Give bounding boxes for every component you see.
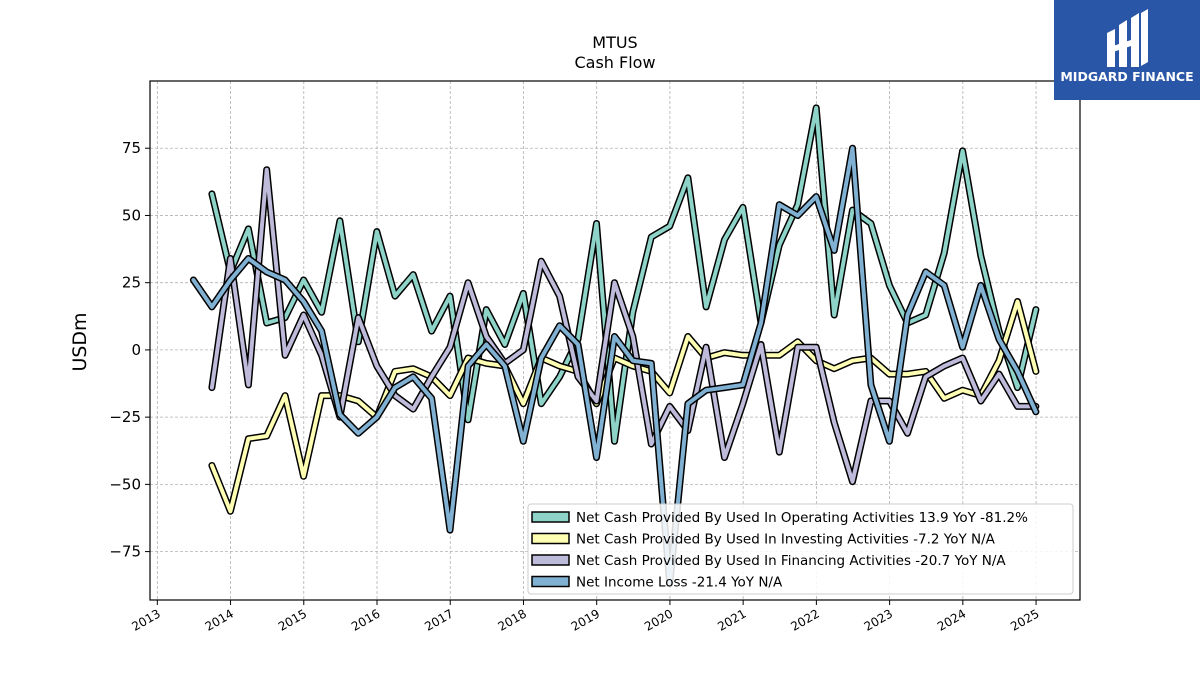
x-tick-label: 2025: [1008, 606, 1041, 633]
x-tick-label: 2021: [715, 606, 748, 633]
y-tick-label: 25: [122, 274, 141, 292]
x-tick-label: 2018: [496, 606, 529, 633]
x-tick-label: 2019: [569, 606, 602, 633]
logo-mark-icon: [1107, 9, 1148, 67]
y-tick-label: 50: [122, 206, 141, 224]
series-stroke: [191, 146, 1038, 586]
series-stroke: [209, 105, 1038, 444]
y-tick-label: −25: [109, 408, 141, 426]
x-tick-label: 2017: [422, 606, 455, 633]
legend-item-label: Net Cash Provided By Used In Financing A…: [576, 553, 1006, 569]
x-tick-label: 2014: [203, 606, 236, 633]
legend-item-label: Net Income Loss -21.4 YoY N/A: [576, 575, 783, 591]
series-line-4: [189, 144, 1040, 588]
chart-subtitle: Cash Flow: [574, 53, 655, 72]
legend-item-label: Net Cash Provided By Used In Investing A…: [576, 532, 996, 548]
x-tick-label: 2013: [129, 606, 162, 633]
y-tick-label: −50: [109, 475, 141, 493]
x-tick-label: 2024: [935, 606, 968, 633]
legend-swatch: [531, 554, 570, 566]
chart-title: MTUS: [592, 33, 637, 52]
y-tick-label: 75: [122, 139, 141, 157]
series-stroke: [209, 167, 1038, 484]
brand-logo: MIDGARD FINANCE: [1054, 0, 1200, 100]
legend-swatch: [531, 511, 570, 523]
x-tick-label: 2016: [349, 606, 382, 633]
series-line-3: [208, 166, 1040, 486]
x-tick-label: 2023: [862, 606, 895, 633]
y-tick-label: 0: [131, 341, 141, 359]
y-tick-label: −75: [109, 543, 141, 561]
series-outline: [208, 166, 1040, 486]
x-tick-label: 2015: [276, 606, 309, 633]
x-tick-label: 2020: [642, 606, 675, 633]
legend-swatch: [531, 532, 570, 545]
legend: Net Cash Provided By Used In Operating A…: [527, 503, 1074, 595]
legend-box: [527, 503, 1074, 595]
series-line-1: [208, 104, 1040, 445]
legend-swatch: [531, 575, 570, 588]
logo-text: MIDGARD FINANCE: [1060, 69, 1193, 84]
x-tick-label: 2022: [788, 606, 821, 633]
plot-frame: [149, 80, 1081, 601]
legend-item-label: Net Cash Provided By Used In Operating A…: [576, 510, 1028, 526]
series-layer: [189, 104, 1040, 588]
y-axis-label: USDm: [69, 312, 91, 371]
